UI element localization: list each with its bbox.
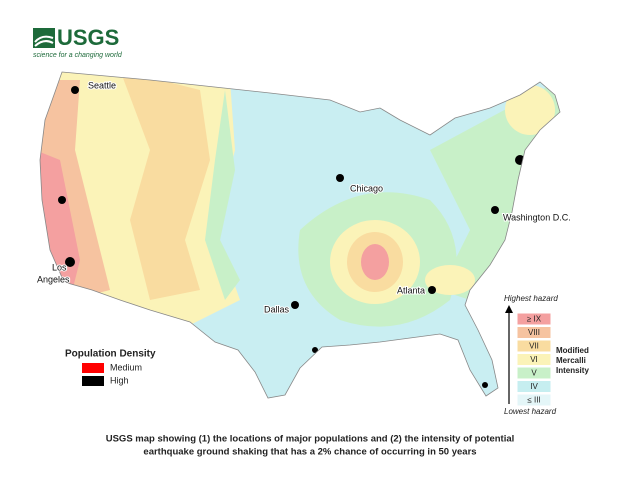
population-legend: Population Density Medium High <box>65 349 156 386</box>
legend-label: Medium <box>110 362 142 372</box>
caption-line: earthquake ground shaking that has a 2% … <box>143 447 476 458</box>
hazard-top-label: Highest hazard <box>504 294 558 303</box>
hazard-level-label: VIII <box>528 328 540 337</box>
population-dot <box>58 196 66 204</box>
population-dot <box>482 382 488 388</box>
logo-text: USGS <box>57 25 119 50</box>
hazard-zone <box>505 85 555 135</box>
population-dot <box>428 286 436 294</box>
population-dot <box>291 301 299 309</box>
hazard-bottom-label: Lowest hazard <box>504 407 557 416</box>
usgs-logo: USGS science for a changing world <box>33 25 123 59</box>
population-dot <box>71 86 79 94</box>
legend-swatch <box>82 376 104 386</box>
hazard-swatch <box>516 339 552 353</box>
logo-waves <box>34 35 54 47</box>
hazard-swatch <box>516 380 552 393</box>
hazard-title: Mercalli <box>556 356 586 365</box>
hazard-title: Intensity <box>556 366 589 375</box>
hazard-level-label: V <box>531 369 537 378</box>
hazard-zone <box>430 80 560 300</box>
hazard-level-label: VII <box>529 342 539 351</box>
hazard-swatch <box>516 393 552 407</box>
legend-swatch <box>82 363 104 373</box>
city-label: Dallas <box>264 304 290 314</box>
population-dot <box>491 206 499 214</box>
legend-title: Population Density <box>65 349 156 360</box>
hazard-swatch <box>516 366 552 380</box>
hazard-zone <box>205 90 240 300</box>
hazard-level-label: VI <box>530 355 538 364</box>
hazard-swatch <box>516 312 552 326</box>
hazard-title: Modified <box>556 346 589 355</box>
legend-label: High <box>110 375 129 385</box>
population-dots <box>58 86 525 388</box>
hazard-swatch <box>516 353 552 366</box>
hazard-level-label: IV <box>530 382 538 391</box>
city-label: Los <box>52 262 67 272</box>
hazard-arrowhead <box>505 305 513 313</box>
population-dot <box>312 347 318 353</box>
hazard-legend: Highest hazard Lowest hazard ≥ IXVIIIVII… <box>504 294 589 416</box>
hazard-level-label: ≥ IX <box>527 315 542 324</box>
city-label: Atlanta <box>397 285 425 295</box>
city-label: Washington D.C. <box>503 212 571 222</box>
population-dot <box>65 257 75 267</box>
hazard-zone <box>425 265 475 295</box>
caption-line: USGS map showing (1) the locations of ma… <box>106 434 515 445</box>
city-label: Chicago <box>350 183 383 193</box>
city-label: Angeles <box>37 274 70 284</box>
population-dot <box>336 174 344 182</box>
hazard-swatch <box>516 326 552 339</box>
hazard-level-label: ≤ III <box>527 396 540 405</box>
hazard-zone <box>120 72 210 300</box>
hazard-zone <box>361 244 389 280</box>
city-label: Seattle <box>88 80 116 90</box>
logo-tagline: science for a changing world <box>33 52 123 59</box>
